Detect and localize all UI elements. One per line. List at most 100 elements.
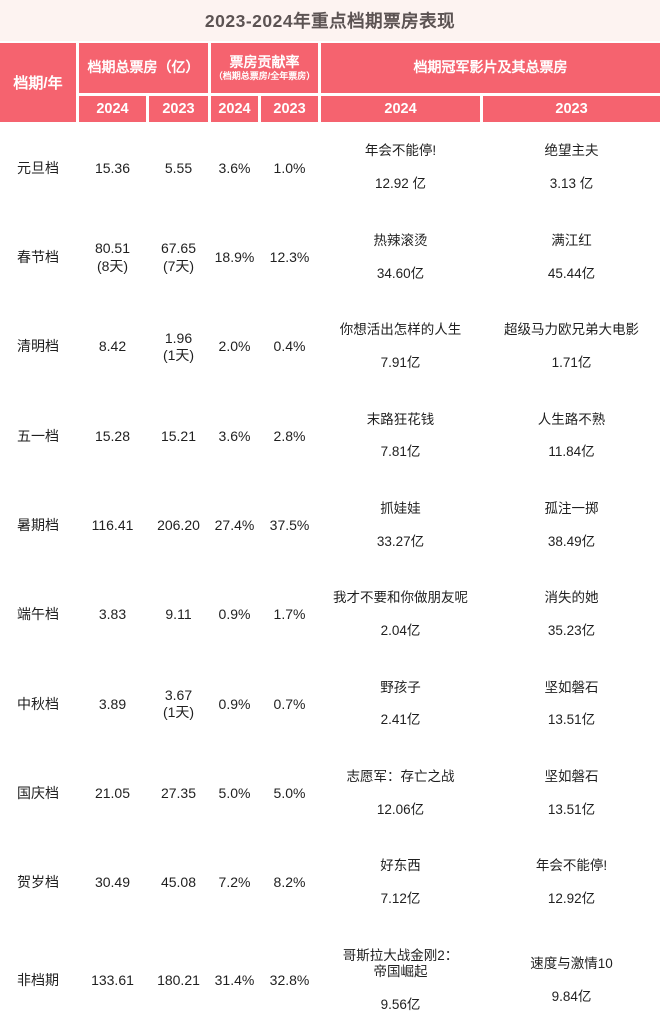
share-2024-cell: 27.4% <box>211 482 258 569</box>
champion-boxoffice: 12.92 亿 <box>374 176 427 192</box>
share-2023-cell: 1.7% <box>261 571 319 659</box>
champion-2024-cell: 志愿军：存亡之战 12.06亿 <box>321 750 481 837</box>
group-label: 票房贡献率 <box>229 53 300 70</box>
table-row-may-day: 五一档 15.28 15.21 3.6% 2.8% 末路狂花钱 7.81亿 人生… <box>0 393 660 480</box>
total-2023-cell: 67.65 (7天) <box>149 214 208 301</box>
champion-film-title: 哥斯拉大战金刚2： 帝国崛起 <box>342 947 459 980</box>
champion-film-title: 末路狂花钱 <box>366 411 435 427</box>
period-label: 元旦档 <box>0 125 76 212</box>
champion-boxoffice: 33.27亿 <box>376 533 425 549</box>
table-row-summer: 暑期档 116.41 206.20 27.4% 37.5% 抓娃娃 33.27亿… <box>0 482 660 569</box>
total-2023-cell: 15.21 <box>149 393 208 480</box>
period-label: 春节档 <box>0 214 76 301</box>
champion-boxoffice: 35.23亿 <box>547 623 596 639</box>
champion-boxoffice: 12.06亿 <box>376 801 425 817</box>
year-header-champion-2024: 2024 <box>321 96 481 122</box>
share-2024-cell: 0.9% <box>211 661 258 748</box>
total-2023-cell: 5.55 <box>149 125 208 212</box>
period-label: 中秋档 <box>0 661 76 748</box>
total-2024-cell: 15.36 <box>79 125 146 212</box>
table-row-non-holiday: 非档期 133.61 180.21 31.4% 32.8% 哥斯拉大战金刚2： … <box>0 929 660 1032</box>
period-label: 暑期档 <box>0 482 76 569</box>
share-2024-cell: 7.2% <box>211 839 258 927</box>
table-row-dragon-boat: 端午档 3.83 9.11 0.9% 1.7% 我才不要和你做朋友呢 2.04亿… <box>0 571 660 659</box>
champion-film-title: 绝望主夫 <box>544 143 599 159</box>
champion-boxoffice: 38.49亿 <box>547 533 596 549</box>
champion-2023-cell: 坚如磐石 13.51亿 <box>483 750 660 837</box>
champion-film-title: 抓娃娃 <box>380 500 421 516</box>
champion-film-title: 我才不要和你做朋友呢 <box>333 590 469 606</box>
group-label: 档期冠军影片及其总票房 <box>413 59 568 76</box>
total-2024-cell: 21.05 <box>79 750 146 837</box>
total-2024-cell: 3.89 <box>79 661 146 748</box>
champion-boxoffice: 2.04亿 <box>380 623 421 639</box>
share-2024-cell: 31.4% <box>211 929 258 1032</box>
champion-film-title: 好东西 <box>380 858 421 874</box>
champion-film-title: 年会不能停! <box>364 143 437 159</box>
champion-2024-cell: 你想活出怎样的人生 7.91亿 <box>321 303 481 391</box>
group-note: （档期总票房/全年票房） <box>213 71 316 82</box>
total-2024-cell: 15.28 <box>79 393 146 480</box>
total-2023-cell: 27.35 <box>149 750 208 837</box>
champion-2024-cell: 我才不要和你做朋友呢 2.04亿 <box>321 571 481 659</box>
table-row-new-year-day: 元旦档 15.36 5.55 3.6% 1.0% 年会不能停! 12.92 亿 … <box>0 125 660 212</box>
champion-film-title: 你想活出怎样的人生 <box>339 322 462 338</box>
share-2024-cell: 3.6% <box>211 125 258 212</box>
group-header-champion-films: 档期冠军影片及其总票房 <box>321 43 660 93</box>
champion-film-title: 志愿军：存亡之战 <box>346 768 455 784</box>
share-2024-cell: 18.9% <box>211 214 258 301</box>
champion-2024-cell: 抓娃娃 33.27亿 <box>321 482 481 569</box>
share-2023-cell: 37.5% <box>261 482 319 569</box>
champion-2023-cell: 坚如磐石 13.51亿 <box>483 661 660 748</box>
year-header-total-2024: 2024 <box>79 96 146 122</box>
champion-film-title: 人生路不熟 <box>537 411 606 427</box>
period-label: 非档期 <box>0 929 76 1032</box>
champion-boxoffice: 7.81亿 <box>380 444 421 460</box>
page-title: 2023-2024年重点档期票房表现 <box>0 0 660 41</box>
period-label: 端午档 <box>0 571 76 659</box>
share-2023-cell: 0.4% <box>261 303 319 391</box>
champion-2023-cell: 消失的她 35.23亿 <box>483 571 660 659</box>
total-2024-cell: 133.61 <box>79 929 146 1032</box>
table-header: 档期/年 档期总票房（亿） 票房贡献率 （档期总票房/全年票房） 档期冠军影片及… <box>0 43 660 122</box>
champion-2023-cell: 人生路不熟 11.84亿 <box>483 393 660 480</box>
table-body: 元旦档 15.36 5.55 3.6% 1.0% 年会不能停! 12.92 亿 … <box>0 125 660 1032</box>
total-2024-cell: 3.83 <box>79 571 146 659</box>
period-label: 国庆档 <box>0 750 76 837</box>
share-2023-cell: 32.8% <box>261 929 319 1032</box>
champion-film-title: 孤注一掷 <box>544 500 599 516</box>
champion-boxoffice: 34.60亿 <box>376 265 425 281</box>
champion-boxoffice: 12.92亿 <box>547 891 596 907</box>
share-2023-cell: 0.7% <box>261 661 319 748</box>
champion-2024-cell: 年会不能停! 12.92 亿 <box>321 125 481 212</box>
champion-2023-cell: 孤注一掷 38.49亿 <box>483 482 660 569</box>
champion-film-title: 野孩子 <box>380 679 421 695</box>
champion-2024-cell: 哥斯拉大战金刚2： 帝国崛起 9.56亿 <box>321 929 481 1032</box>
share-2024-cell: 0.9% <box>211 571 258 659</box>
header-group-row: 档期/年 档期总票房（亿） 票房贡献率 （档期总票房/全年票房） 档期冠军影片及… <box>0 43 660 122</box>
year-header-total-2023: 2023 <box>149 96 208 122</box>
share-2024-cell: 5.0% <box>211 750 258 837</box>
share-2024-cell: 3.6% <box>211 393 258 480</box>
champion-boxoffice: 1.71亿 <box>551 355 592 371</box>
period-label: 五一档 <box>0 393 76 480</box>
champion-2024-cell: 热辣滚烫 34.60亿 <box>321 214 481 301</box>
total-2024-cell: 8.42 <box>79 303 146 391</box>
year-header-champion-2023: 2023 <box>483 96 660 122</box>
total-2023-cell: 1.96 (1天) <box>149 303 208 391</box>
year-header-share-2024: 2024 <box>211 96 258 122</box>
total-2023-cell: 3.67 (1天) <box>149 661 208 748</box>
share-2023-cell: 2.8% <box>261 393 319 480</box>
champion-2023-cell: 速度与激情10 9.84亿 <box>483 929 660 1032</box>
total-2024-cell: 80.51 (8天) <box>79 214 146 301</box>
champion-boxoffice: 2.41亿 <box>380 712 421 728</box>
corner-header-period-year: 档期/年 <box>0 43 76 122</box>
total-2023-cell: 180.21 <box>149 929 208 1032</box>
champion-boxoffice: 9.84亿 <box>551 988 592 1004</box>
total-2023-cell: 206.20 <box>149 482 208 569</box>
champion-film-title: 消失的她 <box>544 590 599 606</box>
champion-boxoffice: 13.51亿 <box>547 712 596 728</box>
champion-2024-cell: 野孩子 2.41亿 <box>321 661 481 748</box>
share-2023-cell: 8.2% <box>261 839 319 927</box>
total-2023-cell: 45.08 <box>149 839 208 927</box>
